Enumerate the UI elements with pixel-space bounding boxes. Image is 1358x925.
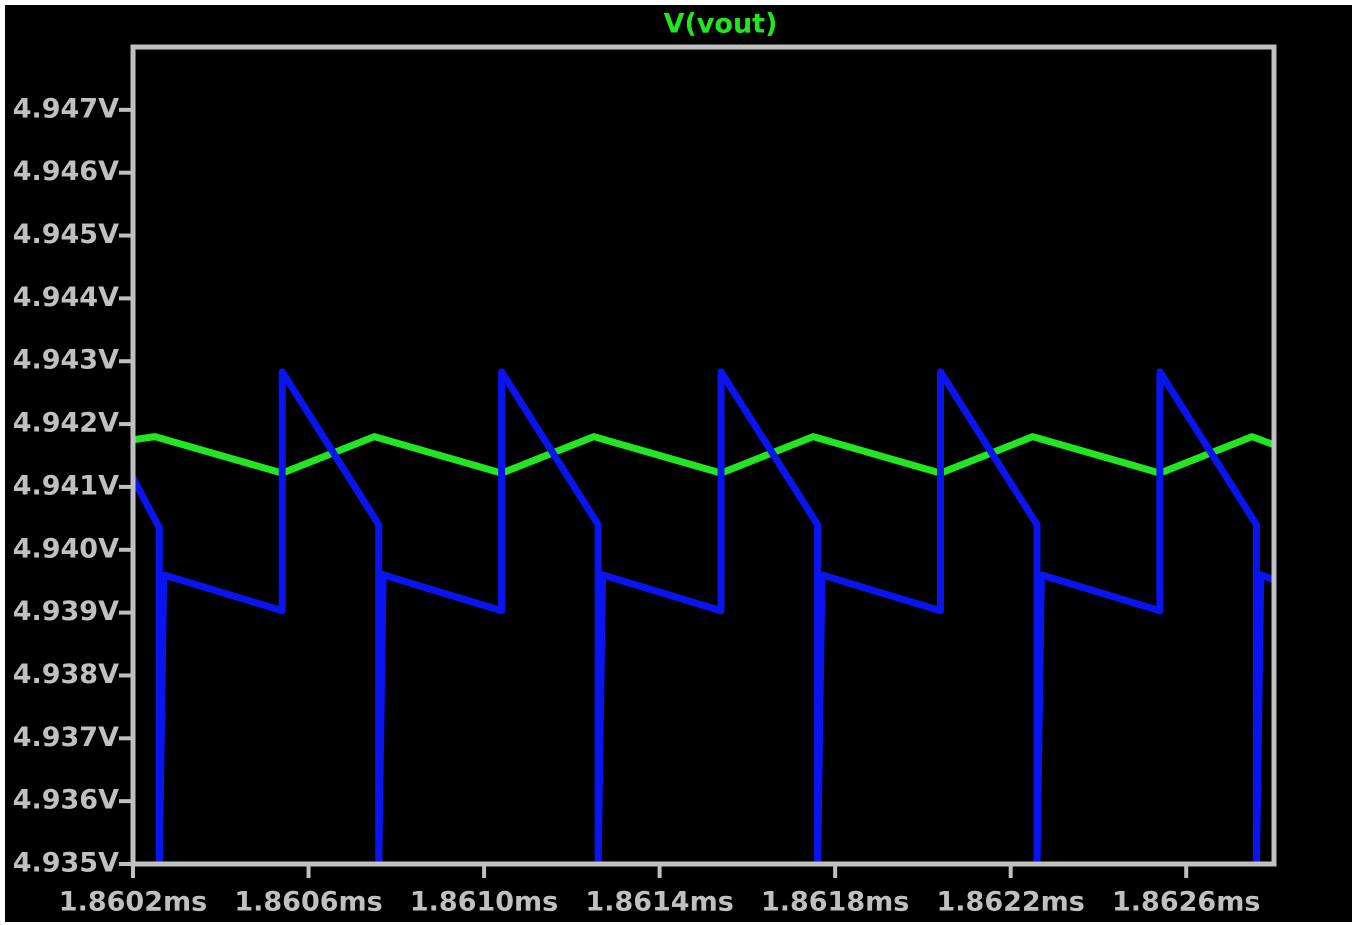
x-tick-label: 1.8626ms — [1112, 887, 1260, 918]
y-tick-label: 4.940V — [13, 533, 119, 564]
plot-frame — [130, 44, 1277, 867]
x-tick-label: 1.8606ms — [234, 887, 382, 918]
x-tick-label: 1.8610ms — [410, 887, 558, 918]
y-tick-label: 4.943V — [13, 345, 119, 376]
y-tick-label: 4.941V — [13, 470, 119, 501]
y-tick-label: 4.939V — [13, 596, 119, 627]
y-tick-label: 4.936V — [13, 785, 119, 816]
y-tick-label: 4.947V — [13, 93, 119, 124]
y-tick-label: 4.944V — [13, 282, 119, 313]
x-tick-label: 1.8622ms — [936, 887, 1084, 918]
series-line — [133, 368, 1274, 864]
y-tick-label: 4.937V — [13, 722, 119, 753]
y-tick-label: 4.946V — [13, 156, 119, 187]
x-tick-label: 1.8602ms — [59, 887, 207, 918]
x-tick-label: 1.8618ms — [761, 887, 909, 918]
trace-label: V(vout) — [664, 9, 778, 40]
y-tick-label: 4.935V — [13, 848, 119, 879]
y-tick-label: 4.945V — [13, 219, 119, 250]
x-tick-label: 1.8614ms — [585, 887, 733, 918]
y-tick-label: 4.942V — [13, 408, 119, 439]
y-tick-label: 4.938V — [13, 659, 119, 690]
